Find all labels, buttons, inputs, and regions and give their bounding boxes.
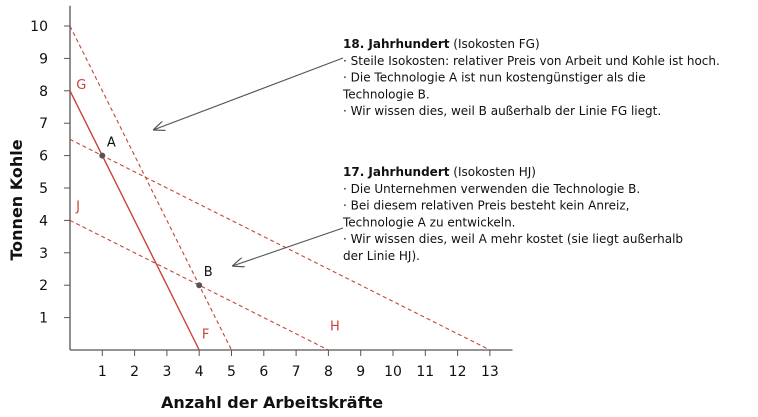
x-axis-title: Anzahl der Arbeitskräfte: [161, 393, 383, 412]
x-tick-label: 13: [481, 364, 499, 380]
y-axis-title: Tonnen Kohle: [7, 139, 26, 260]
y-tick-label: 5: [39, 181, 48, 197]
annotation-line: · Bei diesem relativen Preis besteht kei…: [343, 199, 629, 213]
isocost-line: [69, 219, 329, 351]
annotation-heading: 18. Jahrhundert (Isokosten FG): [343, 37, 540, 51]
annotation-line: Technologie B.: [342, 87, 430, 101]
annotation-arrow: [154, 57, 344, 130]
x-tick-label: 2: [130, 364, 139, 380]
x-tick-label: 8: [324, 364, 333, 380]
x-tick-label: 9: [356, 364, 365, 380]
x-tick-label: 6: [259, 364, 268, 380]
x-tick-label: 3: [162, 364, 171, 380]
point-label: A: [107, 136, 116, 151]
point-marker: [99, 152, 106, 159]
y-tick-label: 6: [39, 149, 48, 165]
y-tick-label: 2: [39, 278, 48, 294]
isocost-line: [69, 138, 491, 351]
point-marker: [196, 282, 203, 289]
x-tick-label: 7: [292, 364, 301, 380]
annotation-line: der Linie HJ).: [343, 249, 420, 263]
annotation-line: · Die Unternehmen verwenden die Technolo…: [343, 182, 640, 196]
y-tick-label: 10: [30, 19, 48, 35]
x-tick-label: 12: [449, 364, 467, 380]
isocost-line: [69, 25, 232, 351]
annotation-heading-bold: 17. Jahrhundert: [343, 165, 450, 179]
x-tick-label: 11: [416, 364, 434, 380]
line-label: F: [202, 328, 209, 343]
y-tick-label: 1: [39, 311, 48, 327]
annotation-line: · Wir wissen dies, weil A mehr kostet (s…: [343, 232, 683, 246]
technology-points: AB: [99, 136, 213, 289]
y-tick-label: 8: [39, 84, 48, 100]
x-tick-label: 1: [98, 364, 107, 380]
annotation-heading-suffix: (Isokosten FG): [449, 37, 539, 51]
annotation-heading: 17. Jahrhundert (Isokosten HJ): [343, 165, 536, 179]
annotation-heading-bold: 18. Jahrhundert: [343, 37, 450, 51]
annotation-line: Technologie A zu entwickeln.: [342, 215, 516, 229]
annotation-arrow: [233, 227, 344, 266]
annotation-heading-suffix: (Isokosten HJ): [449, 165, 536, 179]
x-tick-label: 10: [384, 364, 402, 380]
line-label: H: [330, 320, 340, 335]
x-tick-label: 5: [227, 364, 236, 380]
y-tick-label: 9: [39, 51, 48, 67]
y-tick-label: 4: [39, 213, 48, 229]
annotations: 18. Jahrhundert (Isokosten FG) · Steile I…: [154, 37, 720, 266]
line-label: G: [76, 78, 86, 93]
y-tick-label: 3: [39, 246, 48, 262]
point-label: B: [204, 265, 213, 280]
x-tick-label: 4: [195, 364, 204, 380]
isocost-line: [69, 90, 200, 351]
isocost-lines: G F J H: [69, 25, 491, 351]
y-tick-label: 7: [39, 116, 48, 132]
annotation-line: · Steile Isokosten: relativer Preis von …: [343, 54, 720, 68]
annotation-line: · Die Technologie A ist nun kostengünsti…: [343, 71, 646, 85]
annotation-line: · Wir wissen dies, weil B außerhalb der …: [343, 104, 661, 118]
line-label: J: [75, 200, 80, 215]
